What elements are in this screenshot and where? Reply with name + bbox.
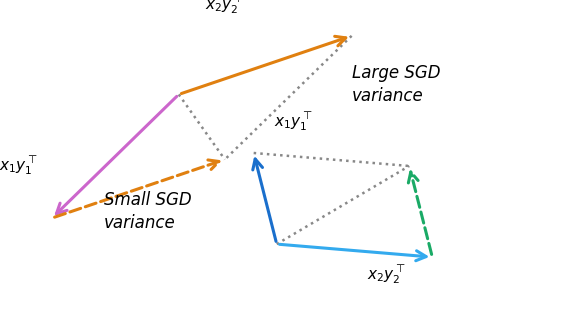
Text: $x_2y_2^\top$: $x_2y_2^\top$ — [367, 264, 406, 286]
Text: $x_2y_2^\top$: $x_2y_2^\top$ — [205, 0, 244, 16]
Text: $x_1y_1^\top$: $x_1y_1^\top$ — [0, 155, 38, 177]
Text: $x_1y_1^\top$: $x_1y_1^\top$ — [274, 111, 313, 133]
Text: Small SGD
variance: Small SGD variance — [104, 191, 192, 232]
Text: Large SGD
variance: Large SGD variance — [352, 64, 440, 106]
